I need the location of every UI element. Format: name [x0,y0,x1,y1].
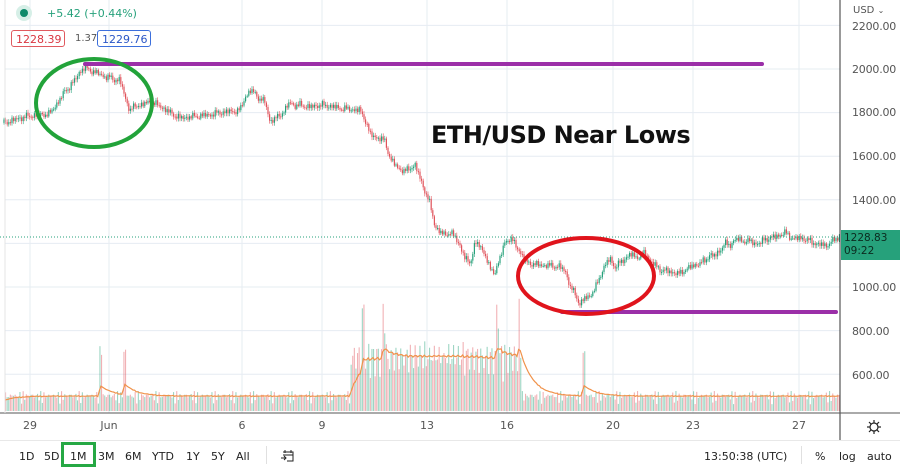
auto-toggle[interactable]: auto [867,450,892,463]
annotation-title[interactable]: ETH/USD Near Lows [431,121,691,149]
log-toggle[interactable]: log [839,450,856,463]
time-label: 20 [606,419,620,432]
range-1d-button[interactable]: 1D [19,450,35,463]
price-chart[interactable] [0,0,900,440]
range-5y-button[interactable]: 5Y [211,450,225,463]
calendar-goto-icon[interactable] [281,449,295,463]
range-all-button[interactable]: All [236,450,250,463]
price-label: 1600.00 [852,150,897,163]
toolbar-separator [801,446,802,464]
ask-button[interactable]: 1229.76 [97,30,151,47]
range-3m-button[interactable]: 3M [98,450,115,463]
time-label: 9 [318,419,326,432]
market-status-icon[interactable] [16,5,32,21]
price-label: 1000.00 [852,281,897,294]
grid-lines [5,0,840,413]
range-1y-button[interactable]: 1Y [186,450,200,463]
time-label: 13 [420,419,434,432]
toolbar-separator [266,446,267,464]
range-1m-button[interactable]: 1M [70,450,87,463]
spread-value: 1.37 [75,33,98,44]
bar-countdown: 09:22 [844,245,875,257]
time-label: 6 [238,419,246,432]
last-price-tag: 1228.83 09:22 [841,230,900,260]
volume-bars [5,298,840,411]
price-label: 600.00 [852,369,890,382]
range-5d-button[interactable]: 5D [44,450,60,463]
price-change: +5.42 (+0.44%) [47,7,137,20]
price-label: 1400.00 [852,194,897,207]
price-label: 800.00 [852,325,890,338]
time-label: 23 [686,419,700,432]
chevron-down-icon: ⌄ [877,6,885,15]
time-label: 16 [500,419,514,432]
time-label: 29 [23,419,37,432]
utc-clock[interactable]: 13:50:38 (UTC) [704,450,788,463]
top-highlight-ellipse[interactable] [34,57,154,149]
bid-button[interactable]: 1228.39 [11,30,65,47]
percent-toggle[interactable]: % [815,450,826,463]
time-label: 27 [792,419,806,432]
range-6m-button[interactable]: 6M [125,450,142,463]
last-price: 1228.83 [844,232,888,244]
price-series [3,62,840,308]
range-ytd-button[interactable]: YTD [152,450,174,463]
price-label: 2000.00 [852,63,897,76]
currency-label: USD [853,5,875,16]
bottom-highlight-ellipse[interactable] [516,236,656,316]
price-label: 2200.00 [852,20,897,33]
gear-icon[interactable] [866,419,882,435]
time-label: Jun [100,419,118,432]
currency-selector[interactable]: USD ⌄ [853,5,884,16]
price-label: 1800.00 [852,106,897,119]
volume-ma-line [4,347,839,401]
range-active-highlight [61,442,96,467]
bottom-toolbar [0,440,900,468]
